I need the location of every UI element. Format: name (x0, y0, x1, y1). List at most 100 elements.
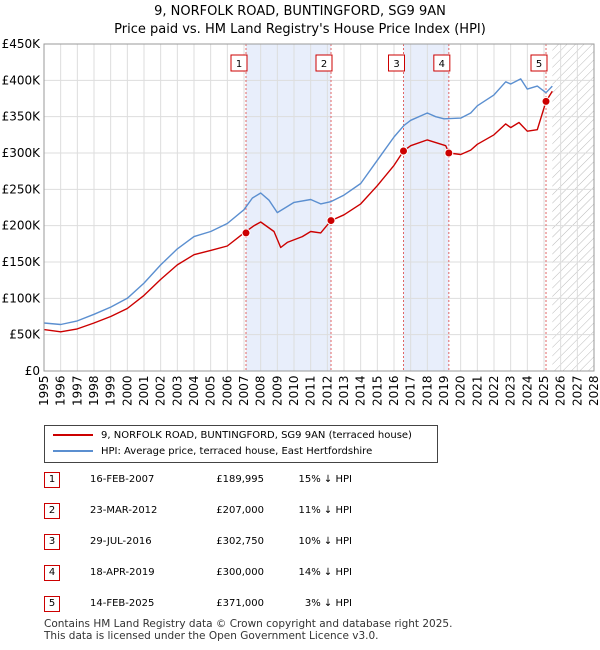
transaction-date: 18-APR-2019 (90, 567, 155, 578)
x-tick-label: 2011 (304, 375, 318, 406)
x-tick-label: 1996 (54, 375, 68, 406)
y-tick-label: £50K (9, 328, 41, 342)
x-tick-label: 2020 (454, 375, 468, 406)
transaction-price: £207,000 (216, 505, 264, 516)
transaction-marker-label: 2 (321, 59, 327, 70)
x-tick-label: 2022 (487, 375, 501, 406)
footer: Contains HM Land Registry data © Crown c… (44, 618, 452, 642)
sale-point-2 (326, 216, 336, 226)
x-tick-label: 1999 (104, 375, 118, 406)
x-tick-label: 2021 (470, 375, 484, 406)
transaction-number: 1 (44, 472, 60, 488)
legend-item-property: 9, NORFOLK ROAD, BUNTINGFORD, SG9 9AN (t… (53, 429, 412, 443)
x-tick-label: 2019 (437, 375, 451, 406)
x-tick-label: 2003 (170, 375, 184, 406)
table-row: 1 16-FEB-2007 £189,995 15% ↓ HPI (44, 472, 464, 488)
transaction-price: £302,750 (216, 536, 264, 547)
series-line-property (43, 90, 553, 333)
transaction-price: £189,995 (216, 474, 264, 485)
x-tick-label: 1995 (37, 375, 51, 406)
forecast-hatch (552, 44, 594, 371)
x-tick-label: 2007 (237, 375, 251, 406)
transaction-number: 3 (44, 534, 60, 550)
transaction-date: 23-MAR-2012 (90, 505, 158, 516)
x-tick-label: 2006 (220, 375, 234, 406)
transaction-marker-3: 3 (388, 54, 405, 72)
chart-title-block: 9, NORFOLK ROAD, BUNTINGFORD, SG9 9AN Pr… (0, 3, 600, 39)
y-tick-label: £300K (2, 146, 42, 160)
transaction-marker-label: 3 (393, 59, 399, 70)
sale-point-1 (241, 228, 251, 238)
x-tick-label: 2027 (570, 375, 584, 406)
transaction-hpi-diff: 3% ↓ HPI (304, 598, 352, 609)
x-tick-label: 2012 (320, 375, 334, 406)
x-tick-label: 2024 (520, 375, 534, 406)
x-tick-label: 2016 (387, 375, 401, 406)
transaction-hpi-diff: 11% ↓ HPI (298, 505, 352, 516)
x-tick-label: 2000 (120, 375, 134, 406)
x-tick-label: 2025 (537, 375, 551, 406)
highlight-span-1 (246, 44, 331, 371)
transaction-marker-box (230, 54, 248, 72)
footer-copyright: Contains HM Land Registry data © Crown c… (44, 618, 453, 630)
x-tick-label: 2013 (337, 375, 351, 406)
plot-border (43, 43, 595, 372)
chart-title: 9, NORFOLK ROAD, BUNTINGFORD, SG9 9AN (154, 4, 446, 19)
transaction-price: £300,000 (216, 567, 264, 578)
transaction-marker-2: 2 (315, 54, 333, 72)
y-tick-label: £200K (2, 219, 42, 233)
transaction-marker-4: 4 (433, 54, 451, 72)
x-tick-label: 2002 (154, 375, 168, 406)
series-line-hpi (43, 78, 553, 326)
transaction-marker-box (530, 54, 548, 72)
transaction-marker-box (388, 54, 405, 72)
y-tick-label: £450K (2, 37, 42, 51)
price-chart: £0 £50K £100K £150K £200K £250K £300K £350K £400… (2, 37, 600, 406)
x-tick-label: 2004 (187, 375, 201, 406)
sale-point-3 (399, 146, 408, 156)
x-tick-label: 2005 (204, 375, 218, 406)
legend-swatch-hpi (53, 450, 93, 452)
legend-label-property: 9, NORFOLK ROAD, BUNTINGFORD, SG9 9AN (t… (101, 430, 412, 441)
transaction-date: 16-FEB-2007 (90, 474, 155, 485)
table-row: 2 23-MAR-2012 £207,000 11% ↓ HPI (44, 503, 464, 519)
x-tick-label: 2014 (354, 375, 368, 406)
transaction-marker-box (315, 54, 333, 72)
footer-licence: This data is licensed under the Open Gov… (44, 630, 379, 642)
transaction-number: 5 (44, 596, 60, 612)
transaction-date: 29-JUL-2016 (90, 536, 152, 547)
y-tick-label: £150K (2, 255, 42, 269)
x-tick-label: 2018 (420, 375, 434, 406)
transaction-hpi-diff: 10% ↓ HPI (298, 536, 352, 547)
transaction-marker-label: 4 (439, 59, 445, 70)
x-tick-label: 1998 (87, 375, 101, 406)
transaction-hpi-diff: 14% ↓ HPI (298, 567, 352, 578)
transaction-marker-label: 1 (236, 59, 242, 70)
x-tick-label: 2028 (587, 375, 600, 406)
transaction-number: 2 (44, 503, 60, 519)
x-tick-label: 2010 (287, 375, 301, 406)
transaction-marker-label: 5 (536, 59, 542, 70)
x-tick-label: 2001 (137, 375, 151, 406)
table-row: 4 18-APR-2019 £300,000 14% ↓ HPI (44, 565, 464, 581)
transaction-marker-5: 5 (530, 54, 548, 72)
x-tick-label: 1997 (70, 375, 84, 406)
legend-swatch-property (53, 434, 93, 436)
x-tick-label: 2023 (504, 375, 518, 406)
y-tick-label: £0 (25, 364, 40, 378)
x-tick-label: 2017 (404, 375, 418, 406)
chart-subtitle: Price paid vs. HM Land Registry's House … (114, 22, 486, 37)
y-tick-label: £350K (2, 110, 42, 124)
x-tick-label: 2008 (254, 375, 268, 406)
sale-point-5 (541, 96, 551, 106)
sale-point-4 (444, 148, 454, 158)
legend-item-hpi: HPI: Average price, terraced house, East… (53, 445, 372, 459)
y-tick-label: £400K (2, 73, 42, 87)
table-row: 5 14-FEB-2025 £371,000 3% ↓ HPI (44, 596, 464, 612)
y-tick-label: £100K (2, 291, 42, 305)
legend-label-hpi: HPI: Average price, terraced house, East… (101, 446, 373, 457)
transaction-price: £371,000 (216, 598, 264, 609)
y-tick-label: £250K (2, 182, 42, 196)
legend: 9, NORFOLK ROAD, BUNTINGFORD, SG9 9AN (t… (44, 425, 438, 463)
transaction-marker-1: 1 (230, 54, 248, 72)
